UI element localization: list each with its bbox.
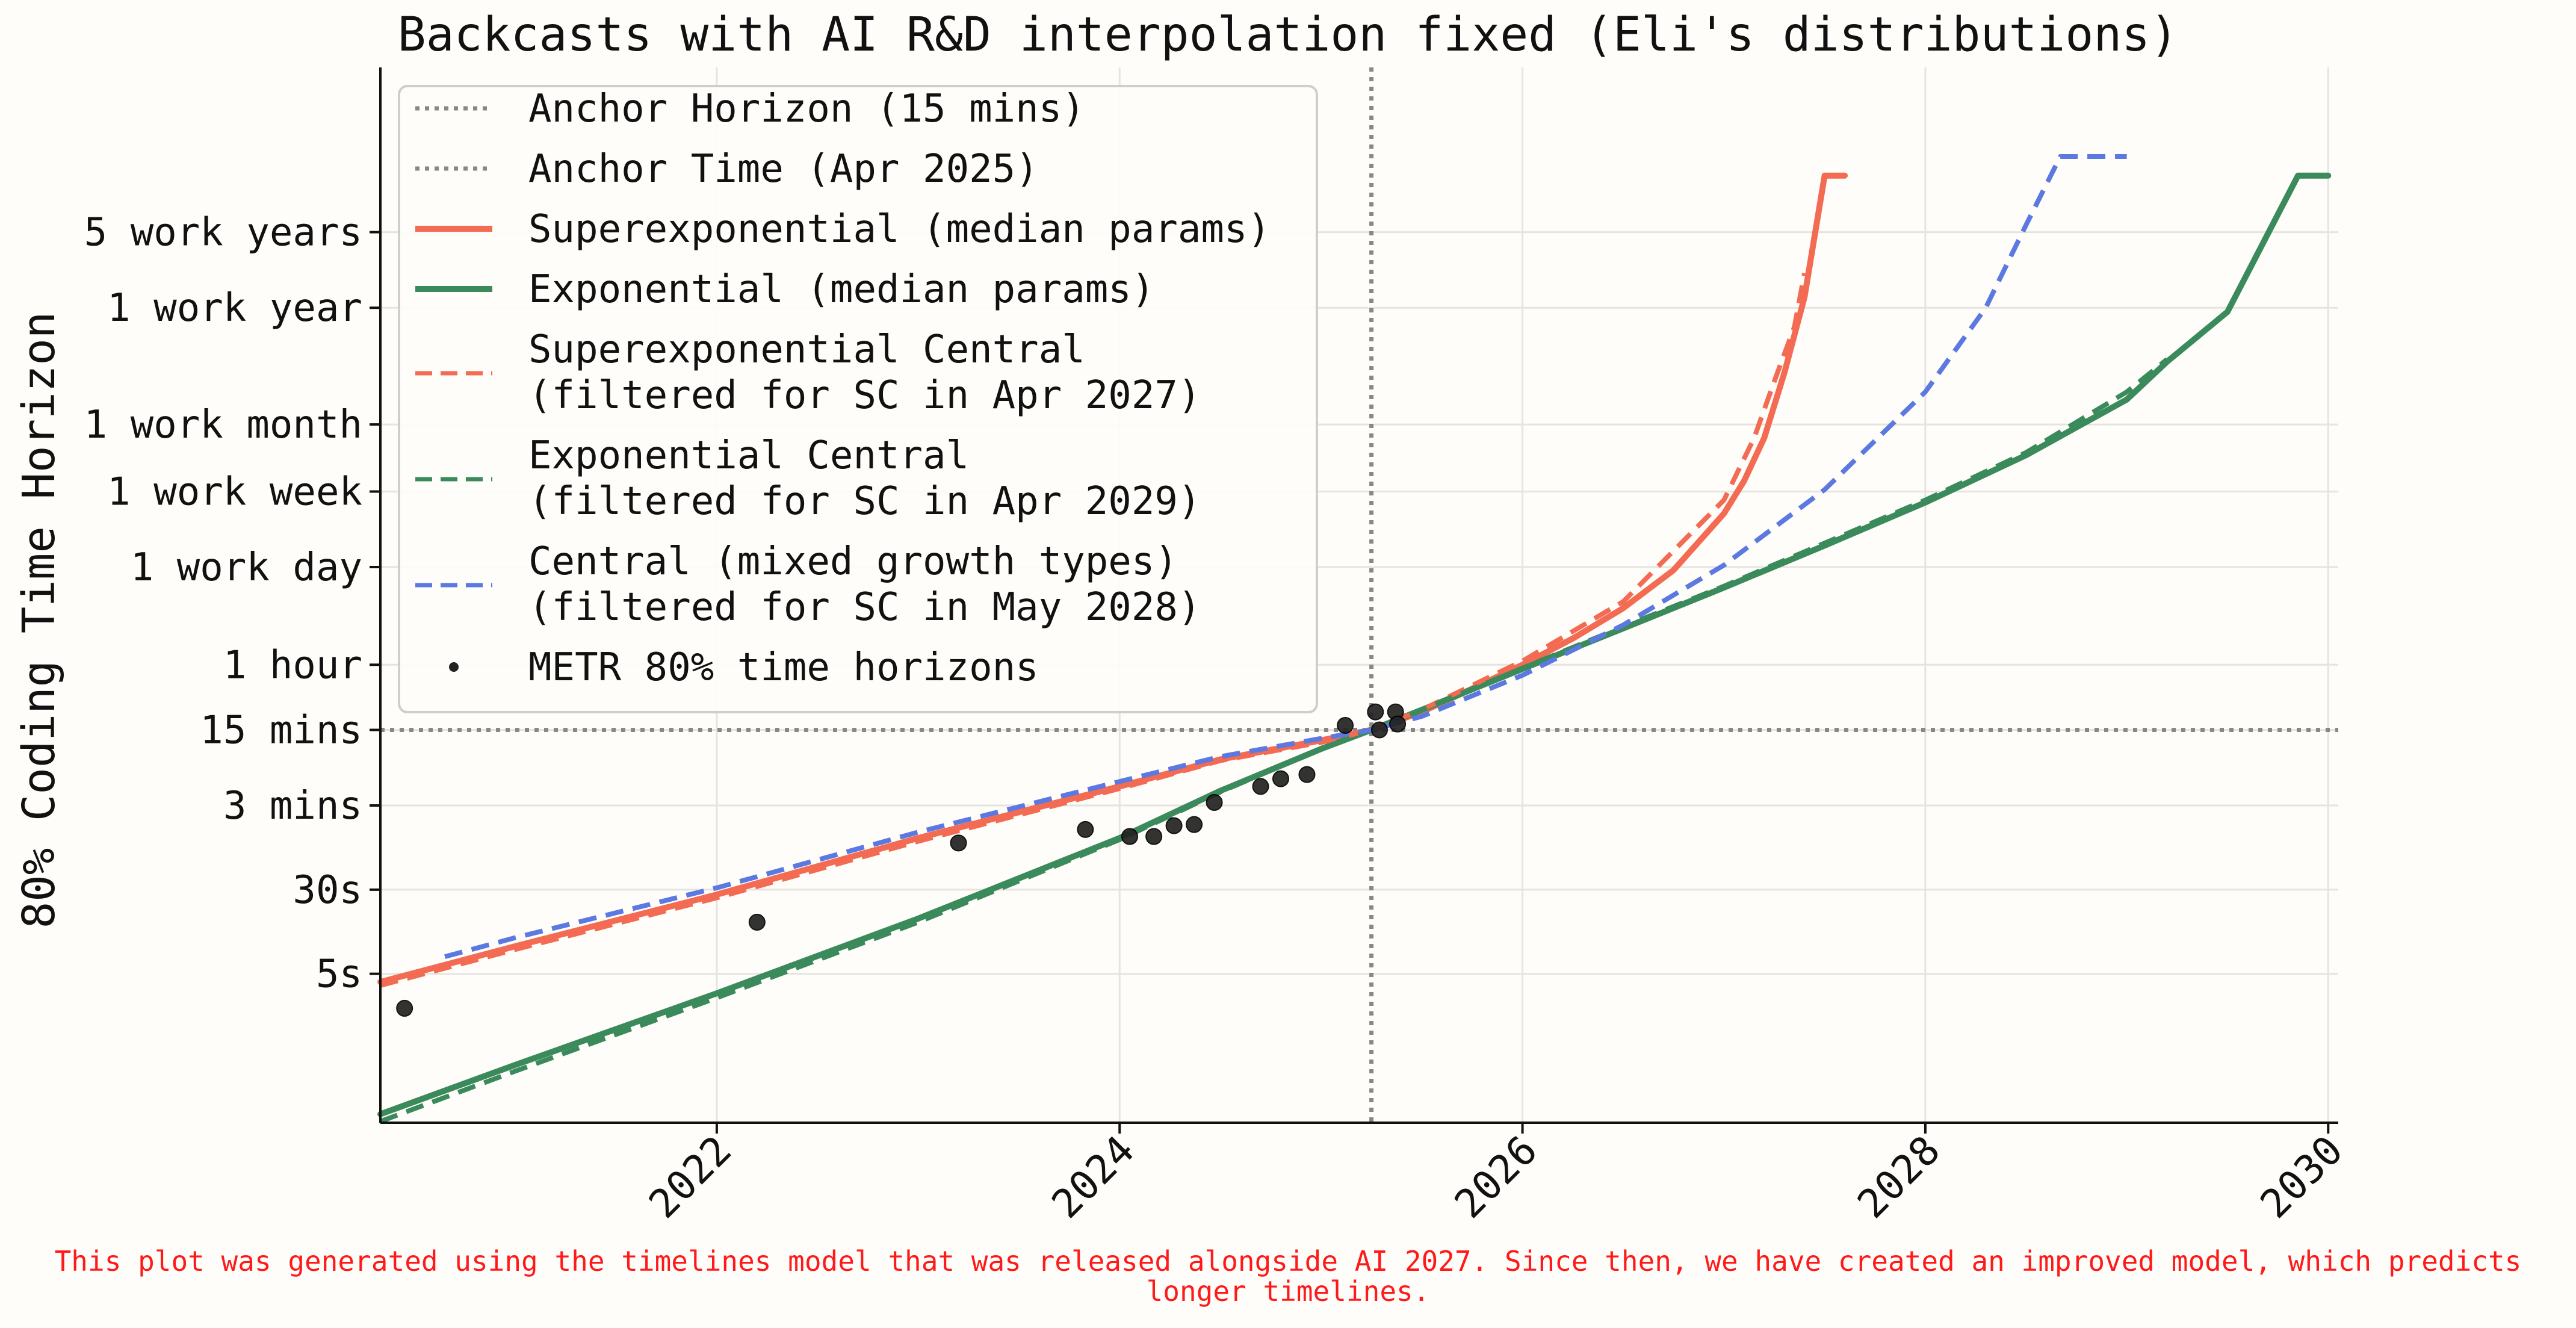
anchor-lines [380, 67, 2338, 1123]
series-line-1 [377, 172, 1848, 985]
metr-point [748, 913, 766, 931]
y-tick-label: 1 work day [131, 545, 362, 590]
metr-point [1367, 703, 1384, 721]
legend-label-line2: (filtered for SC in Apr 2029) [528, 479, 1201, 524]
metr-point [950, 834, 967, 852]
x-tick-label: 2026 [1446, 1127, 1546, 1227]
series-line-3 [379, 273, 1807, 988]
y-tick-label: 1 work week [107, 470, 362, 514]
y-ticks: 5 work years 1 work year 1 work month 1 wor… [84, 211, 380, 997]
legend-label-line2: (filtered for SC in May 2028) [528, 585, 1201, 630]
metr-point [1389, 715, 1407, 733]
metr-point [1186, 816, 1203, 833]
series-lines [377, 154, 2332, 1124]
legend-label: Exponential Central [528, 433, 969, 478]
series-line-5 [444, 154, 2127, 960]
y-axis-label: 80% Coding Time Horizon [13, 312, 65, 929]
metr-point [1252, 778, 1269, 795]
y-tick-label: 15 mins [200, 708, 362, 752]
axes [379, 67, 2338, 1124]
legend-label: Anchor Time (Apr 2025) [528, 147, 1039, 191]
metr-point [1121, 828, 1138, 845]
y-tick-label: 1 work year [107, 286, 362, 330]
y-tick-label: 5 work years [84, 211, 362, 255]
x-ticks: 2022 2024 2026 2028 2030 [640, 1123, 2352, 1227]
legend-label: Superexponential (median params) [528, 207, 1271, 252]
metr-point [1145, 828, 1163, 845]
x-tick-label: 2022 [640, 1127, 740, 1227]
legend-marker [449, 662, 459, 672]
metr-points [396, 703, 1407, 1017]
legend-label: Central (mixed growth types) [528, 539, 1178, 584]
metr-point [396, 999, 413, 1017]
legend-label: Exponential (median params) [528, 267, 1154, 312]
series-line-4 [379, 357, 2169, 1124]
metr-point [1272, 770, 1289, 787]
y-tick-label: 1 work month [84, 403, 362, 447]
y-tick-label: 30s [293, 868, 362, 913]
legend-label: METR 80% time horizons [528, 645, 1039, 690]
footnote-line-2: longer timelines. [1146, 1275, 1430, 1308]
metr-point [1298, 766, 1316, 783]
metr-point [1165, 817, 1183, 834]
metr-point [1337, 717, 1354, 734]
legend-box [398, 85, 1318, 713]
footnote-line-1: This plot was generated using the timeli… [54, 1245, 2522, 1277]
chart-title: Backcasts with AI R&D interpolation fixe… [398, 8, 2178, 62]
x-tick-label: 2024 [1043, 1127, 1144, 1227]
y-tick-label: 1 hour [223, 643, 362, 687]
x-tick-label: 2028 [1848, 1127, 1949, 1227]
legend-label: Anchor Horizon (15 mins) [528, 87, 1085, 131]
metr-point [1206, 793, 1223, 811]
y-tick-label: 5s [316, 952, 362, 997]
metr-point [1077, 821, 1094, 838]
legend: Anchor Horizon (15 mins) Anchor Time (Apr… [398, 85, 1318, 713]
metr-point [1370, 721, 1388, 739]
x-tick-label: 2030 [2252, 1127, 2352, 1227]
y-tick-label: 3 mins [223, 784, 362, 828]
legend-label-line2: (filtered for SC in Apr 2027) [528, 373, 1201, 418]
legend-label: Superexponential Central [528, 327, 1085, 372]
